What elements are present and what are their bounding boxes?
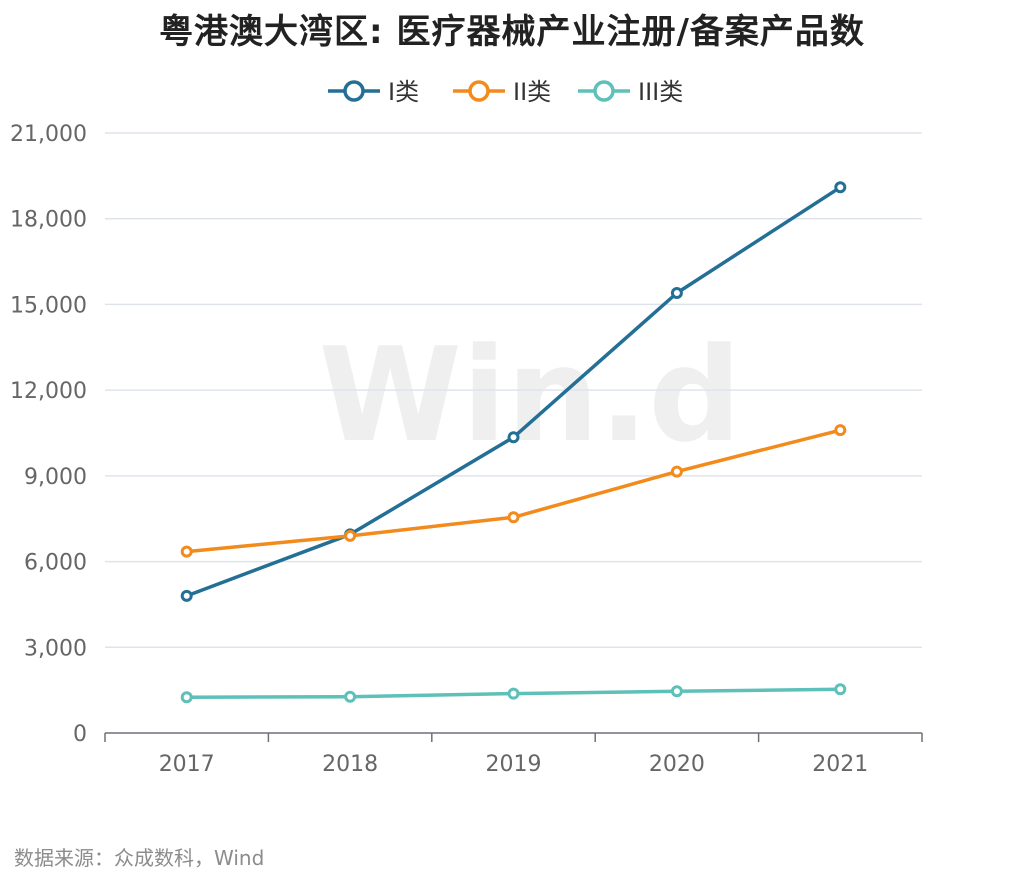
data-point (670, 287, 683, 299)
x-tick-label: 2021 (812, 752, 868, 777)
data-point (507, 687, 520, 700)
legend-marker-2 (468, 80, 490, 102)
x-tick-label: 2017 (159, 752, 215, 777)
data-point (670, 465, 683, 478)
y-tick-label: 15,000 (10, 293, 87, 318)
y-tick-label: 6,000 (24, 551, 87, 576)
data-point (834, 683, 847, 696)
x-tick-label: 2019 (486, 752, 542, 777)
y-tick-label: 21,000 (10, 122, 87, 147)
data-source-note: 数据来源：众成数科，Wind (14, 846, 265, 870)
data-point (344, 690, 357, 703)
chart-title: 粤港澳大湾区: 医疗器械产业注册/备案产品数 (159, 12, 865, 52)
y-tick-label: 9,000 (24, 465, 87, 490)
legend: I类 II类 III类 (328, 78, 683, 106)
data-point (180, 691, 193, 704)
legend-label-2: II类 (513, 78, 551, 106)
data-point (180, 589, 193, 602)
y-axis: 0 3,000 6,000 9,000 12,000 15,000 18,000 21,000 (10, 122, 87, 747)
y-tick-label: 0 (73, 722, 87, 747)
data-point (834, 424, 847, 437)
data-point (670, 685, 683, 698)
x-tick-label: 2020 (649, 752, 705, 777)
legend-marker-3 (593, 80, 615, 102)
legend-label-3: III类 (638, 78, 683, 106)
y-tick-label: 18,000 (10, 208, 87, 233)
data-point (507, 511, 520, 524)
data-point (180, 545, 193, 558)
y-tick-label: 12,000 (10, 379, 87, 404)
legend-label-1: I类 (388, 78, 419, 106)
x-tick-label: 2018 (322, 752, 378, 777)
x-axis: 2017 2018 2019 2020 2021 (104, 732, 923, 777)
y-tick-label: 3,000 (24, 636, 87, 661)
legend-marker-1 (343, 80, 365, 102)
series-group (180, 181, 847, 704)
data-point (834, 181, 847, 194)
data-point (507, 431, 520, 444)
data-point (344, 529, 357, 542)
watermark: Win.d (319, 319, 742, 471)
grid (105, 132, 922, 649)
